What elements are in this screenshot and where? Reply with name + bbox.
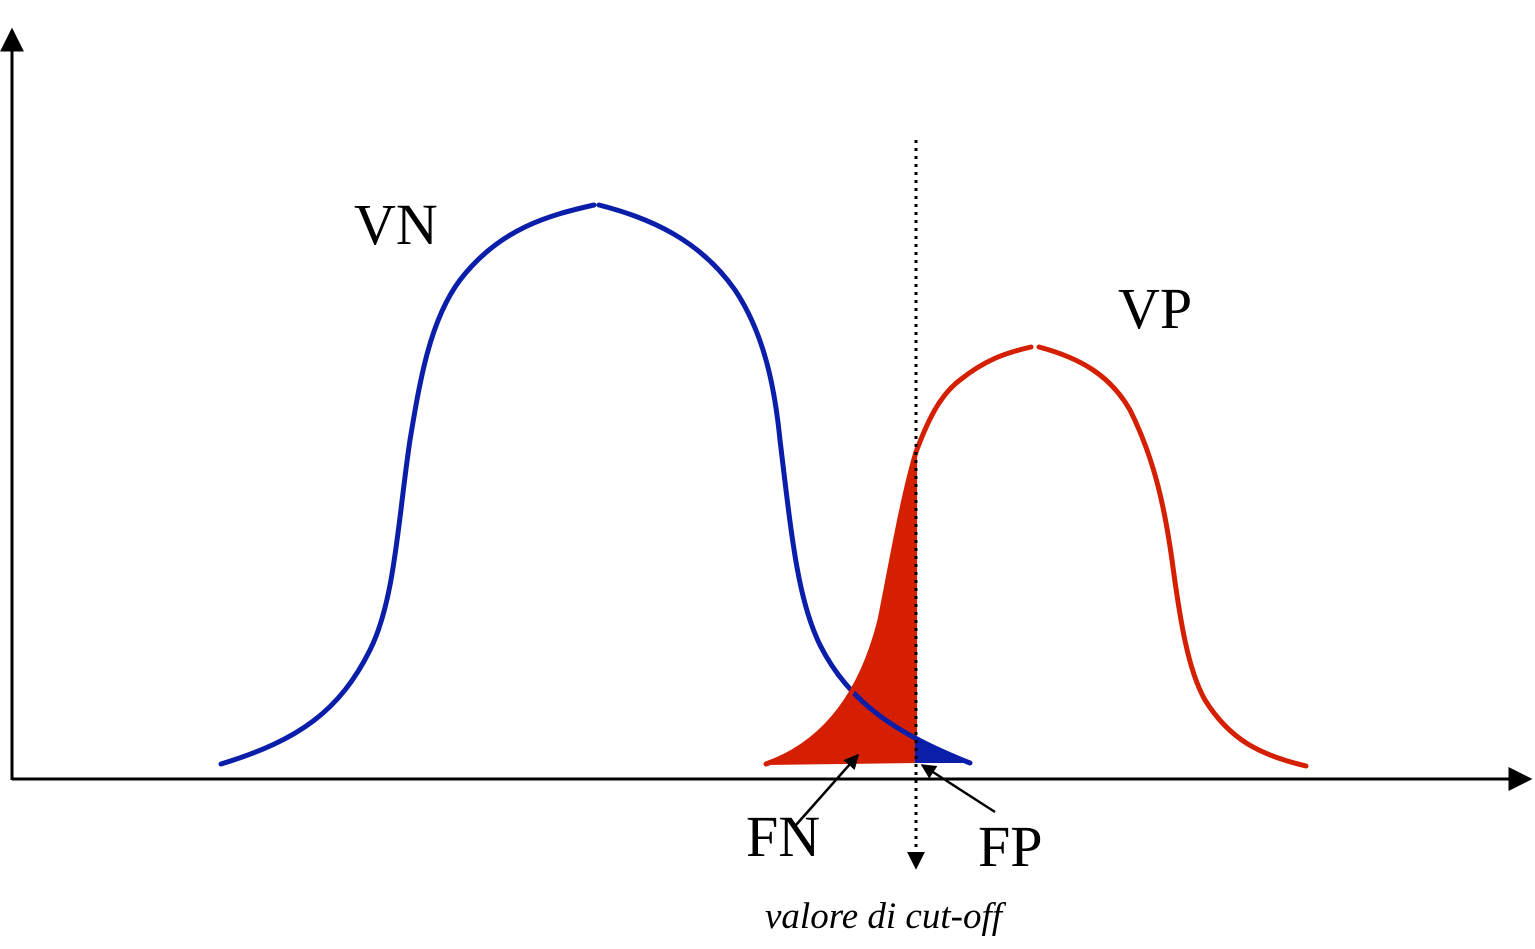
fp-pointer-arrow xyxy=(920,763,996,814)
false-negatives-label: FN xyxy=(746,804,821,869)
positives-label: VP xyxy=(1118,276,1193,341)
false-positives-label: FP xyxy=(978,814,1043,879)
fn-pointer-arrow xyxy=(795,753,859,826)
negative-distribution-curve xyxy=(218,202,973,767)
positive-distribution-curve xyxy=(763,344,1309,769)
cutoff-label: valore di cut-off xyxy=(765,896,1003,937)
negatives-label: VN xyxy=(354,192,438,257)
